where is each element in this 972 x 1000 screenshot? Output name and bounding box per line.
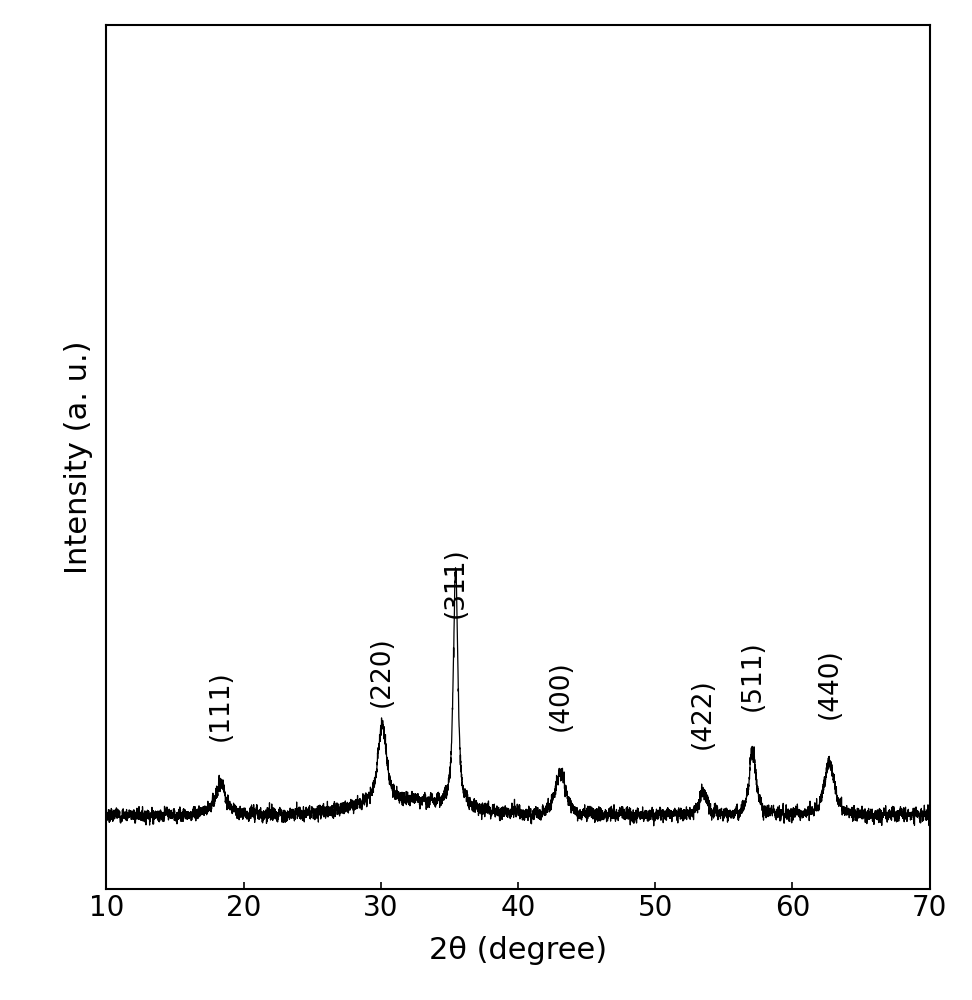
Text: (422): (422) bbox=[690, 678, 716, 749]
Text: (440): (440) bbox=[816, 648, 843, 719]
Text: (311): (311) bbox=[442, 547, 469, 618]
Text: (400): (400) bbox=[547, 660, 573, 731]
Text: (220): (220) bbox=[369, 636, 396, 707]
Text: (111): (111) bbox=[207, 670, 233, 741]
Text: (511): (511) bbox=[740, 641, 766, 711]
Y-axis label: Intensity (a. u.): Intensity (a. u.) bbox=[63, 340, 92, 574]
X-axis label: 2θ (degree): 2θ (degree) bbox=[429, 936, 608, 965]
